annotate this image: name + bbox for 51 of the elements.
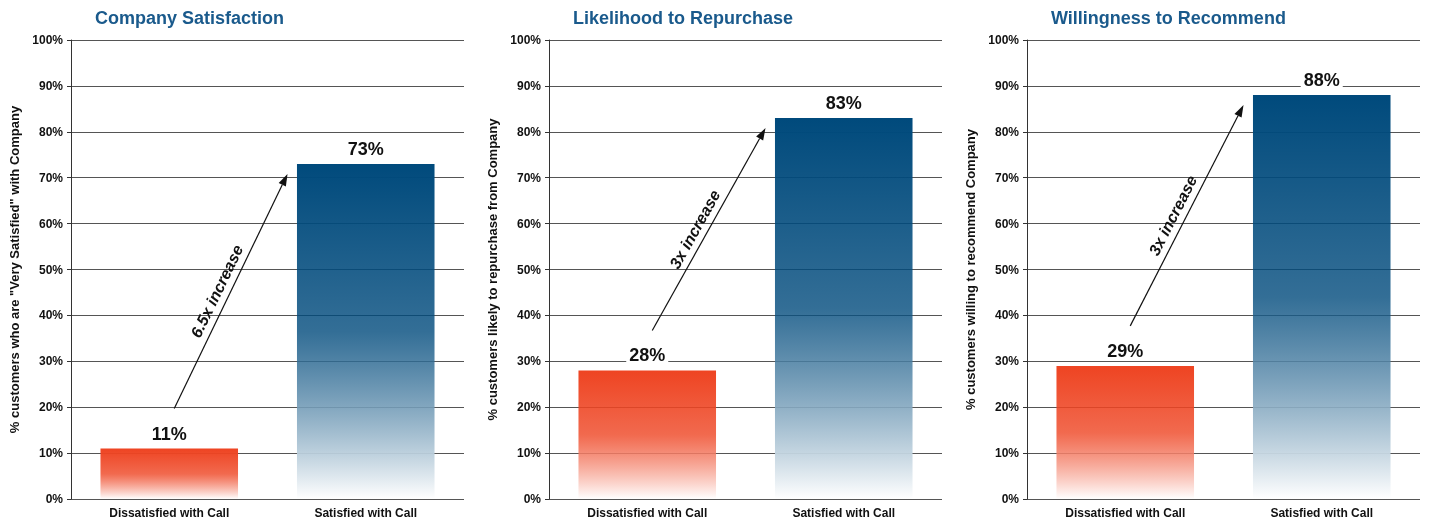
y-tick-label: 90%	[994, 78, 1020, 93]
y-axis-title: % customers likely to repurchase from Company	[485, 117, 500, 421]
y-tick-label: 10%	[38, 446, 64, 461]
y-tick-label: 90%	[516, 78, 542, 93]
chart-title: Company Satisfaction	[95, 8, 285, 28]
y-tick-label: 100%	[988, 33, 1020, 47]
data-label: 83%	[825, 93, 862, 114]
y-tick-label: 0%	[1001, 492, 1020, 506]
y-tick-label: 60%	[38, 216, 64, 231]
chart-title: Willingness to Recommend	[1051, 8, 1286, 28]
y-tick-label: 20%	[38, 400, 64, 415]
x-tick-label: Satisfied with Call	[1270, 506, 1374, 520]
y-tick-label: 40%	[994, 308, 1020, 323]
x-tick-label: Dissatisfied with Call	[587, 506, 708, 520]
data-label: 88%	[1303, 70, 1340, 91]
y-tick-label: 20%	[516, 400, 542, 415]
y-tick-label: 80%	[38, 124, 64, 139]
x-tick-label: Dissatisfied with Call	[109, 506, 230, 520]
y-tick-label: 70%	[994, 170, 1020, 185]
data-label: 11%	[151, 423, 187, 444]
y-tick-label: 100%	[32, 33, 64, 47]
y-tick-label: 10%	[994, 446, 1020, 461]
y-tick-label: 0%	[45, 492, 64, 506]
y-tick-label: 70%	[38, 170, 64, 185]
y-tick-label: 30%	[516, 354, 542, 369]
x-tick-label: Dissatisfied with Call	[1065, 506, 1186, 520]
y-tick-label: 30%	[994, 354, 1020, 369]
y-tick-label: 40%	[516, 308, 542, 323]
y-axis-title: % customers willing to recommend Company	[963, 128, 978, 410]
y-axis-title: % customers who are "Very Satisfied" with Company	[7, 105, 22, 434]
y-tick-label: 20%	[994, 400, 1020, 415]
data-label: 73%	[347, 138, 384, 159]
data-label: 28%	[629, 345, 666, 366]
y-tick-label: 100%	[510, 33, 542, 47]
y-tick-label: 50%	[516, 262, 542, 277]
y-tick-label: 30%	[38, 354, 64, 369]
y-tick-label: 70%	[516, 170, 542, 185]
data-label: 29%	[1107, 340, 1144, 361]
y-tick-label: 90%	[38, 78, 64, 93]
chart-title: Likelihood to Repurchase	[573, 8, 794, 28]
x-tick-label: Satisfied with Call	[792, 506, 896, 520]
y-tick-label: 60%	[516, 216, 542, 231]
y-tick-label: 40%	[38, 308, 64, 323]
y-tick-label: 10%	[516, 446, 542, 461]
x-tick-label: Satisfied with Call	[314, 506, 418, 520]
y-tick-label: 50%	[38, 262, 64, 277]
y-tick-label: 80%	[516, 124, 542, 139]
y-tick-label: 80%	[994, 124, 1020, 139]
y-tick-label: 50%	[994, 262, 1020, 277]
y-tick-label: 60%	[994, 216, 1020, 231]
y-tick-label: 0%	[523, 492, 542, 506]
